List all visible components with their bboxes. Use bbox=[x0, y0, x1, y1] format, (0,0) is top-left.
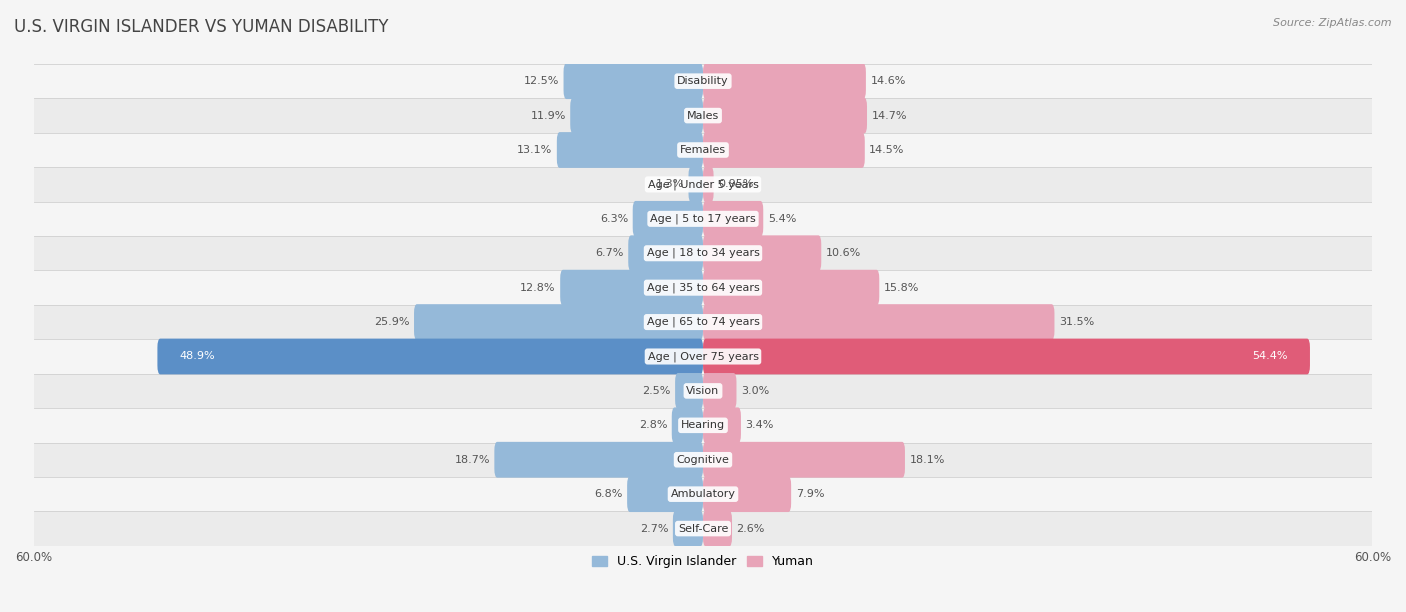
Text: 14.7%: 14.7% bbox=[872, 111, 907, 121]
Text: 1.3%: 1.3% bbox=[655, 179, 685, 190]
Text: 2.6%: 2.6% bbox=[737, 524, 765, 534]
Text: Hearing: Hearing bbox=[681, 420, 725, 430]
FancyBboxPatch shape bbox=[557, 132, 703, 168]
FancyBboxPatch shape bbox=[628, 236, 703, 271]
FancyBboxPatch shape bbox=[673, 510, 703, 547]
Text: Source: ZipAtlas.com: Source: ZipAtlas.com bbox=[1274, 18, 1392, 28]
FancyBboxPatch shape bbox=[495, 442, 703, 477]
Text: Vision: Vision bbox=[686, 386, 720, 396]
FancyBboxPatch shape bbox=[689, 166, 703, 203]
Bar bbox=[34, 477, 1372, 512]
FancyBboxPatch shape bbox=[703, 98, 868, 133]
FancyBboxPatch shape bbox=[703, 373, 737, 409]
FancyBboxPatch shape bbox=[703, 510, 733, 547]
Text: Cognitive: Cognitive bbox=[676, 455, 730, 465]
Text: 12.8%: 12.8% bbox=[520, 283, 555, 293]
Text: Age | Over 75 years: Age | Over 75 years bbox=[648, 351, 758, 362]
Text: 6.7%: 6.7% bbox=[595, 248, 624, 258]
Text: 2.5%: 2.5% bbox=[643, 386, 671, 396]
Text: 13.1%: 13.1% bbox=[517, 145, 553, 155]
Text: Ambulatory: Ambulatory bbox=[671, 489, 735, 499]
FancyBboxPatch shape bbox=[703, 63, 866, 99]
Text: 3.4%: 3.4% bbox=[745, 420, 773, 430]
FancyBboxPatch shape bbox=[560, 270, 703, 305]
Bar bbox=[34, 305, 1372, 339]
Text: Males: Males bbox=[688, 111, 718, 121]
FancyBboxPatch shape bbox=[703, 476, 792, 512]
Text: 48.9%: 48.9% bbox=[180, 351, 215, 362]
Bar bbox=[34, 339, 1372, 374]
Bar bbox=[34, 236, 1372, 271]
Bar bbox=[34, 271, 1372, 305]
Bar bbox=[34, 133, 1372, 167]
Text: 31.5%: 31.5% bbox=[1059, 317, 1094, 327]
FancyBboxPatch shape bbox=[703, 408, 741, 443]
Text: Age | 18 to 34 years: Age | 18 to 34 years bbox=[647, 248, 759, 258]
Text: 7.9%: 7.9% bbox=[796, 489, 824, 499]
Bar bbox=[34, 442, 1372, 477]
Text: 14.5%: 14.5% bbox=[869, 145, 904, 155]
Text: Disability: Disability bbox=[678, 76, 728, 86]
Bar bbox=[34, 408, 1372, 442]
Text: 0.95%: 0.95% bbox=[718, 179, 754, 190]
Text: Self-Care: Self-Care bbox=[678, 524, 728, 534]
Text: Age | Under 5 years: Age | Under 5 years bbox=[648, 179, 758, 190]
Text: 18.7%: 18.7% bbox=[454, 455, 489, 465]
Bar bbox=[34, 512, 1372, 546]
FancyBboxPatch shape bbox=[675, 373, 703, 409]
Text: 2.8%: 2.8% bbox=[638, 420, 668, 430]
FancyBboxPatch shape bbox=[627, 476, 703, 512]
FancyBboxPatch shape bbox=[703, 270, 879, 305]
FancyBboxPatch shape bbox=[564, 63, 703, 99]
Bar bbox=[34, 201, 1372, 236]
Bar bbox=[34, 64, 1372, 99]
FancyBboxPatch shape bbox=[703, 132, 865, 168]
Text: 2.7%: 2.7% bbox=[640, 524, 668, 534]
FancyBboxPatch shape bbox=[672, 408, 703, 443]
FancyBboxPatch shape bbox=[413, 304, 703, 340]
Bar bbox=[34, 167, 1372, 201]
Bar bbox=[34, 374, 1372, 408]
Text: 14.6%: 14.6% bbox=[870, 76, 905, 86]
Text: Age | 65 to 74 years: Age | 65 to 74 years bbox=[647, 317, 759, 327]
Text: Age | 5 to 17 years: Age | 5 to 17 years bbox=[650, 214, 756, 224]
Text: 5.4%: 5.4% bbox=[768, 214, 796, 224]
FancyBboxPatch shape bbox=[571, 98, 703, 133]
FancyBboxPatch shape bbox=[703, 442, 905, 477]
Text: U.S. VIRGIN ISLANDER VS YUMAN DISABILITY: U.S. VIRGIN ISLANDER VS YUMAN DISABILITY bbox=[14, 18, 388, 36]
Text: 12.5%: 12.5% bbox=[523, 76, 560, 86]
FancyBboxPatch shape bbox=[633, 201, 703, 237]
Text: 18.1%: 18.1% bbox=[910, 455, 945, 465]
FancyBboxPatch shape bbox=[703, 166, 714, 203]
FancyBboxPatch shape bbox=[703, 338, 1310, 375]
Text: 54.4%: 54.4% bbox=[1253, 351, 1288, 362]
Text: 6.8%: 6.8% bbox=[595, 489, 623, 499]
Text: Females: Females bbox=[681, 145, 725, 155]
Text: Age | 35 to 64 years: Age | 35 to 64 years bbox=[647, 282, 759, 293]
FancyBboxPatch shape bbox=[703, 304, 1054, 340]
Text: 11.9%: 11.9% bbox=[530, 111, 565, 121]
Text: 25.9%: 25.9% bbox=[374, 317, 409, 327]
Legend: U.S. Virgin Islander, Yuman: U.S. Virgin Islander, Yuman bbox=[588, 550, 818, 573]
Text: 6.3%: 6.3% bbox=[600, 214, 628, 224]
FancyBboxPatch shape bbox=[157, 338, 703, 375]
Bar bbox=[34, 99, 1372, 133]
Text: 3.0%: 3.0% bbox=[741, 386, 769, 396]
Text: 15.8%: 15.8% bbox=[884, 283, 920, 293]
FancyBboxPatch shape bbox=[703, 201, 763, 237]
FancyBboxPatch shape bbox=[703, 236, 821, 271]
Text: 10.6%: 10.6% bbox=[825, 248, 860, 258]
